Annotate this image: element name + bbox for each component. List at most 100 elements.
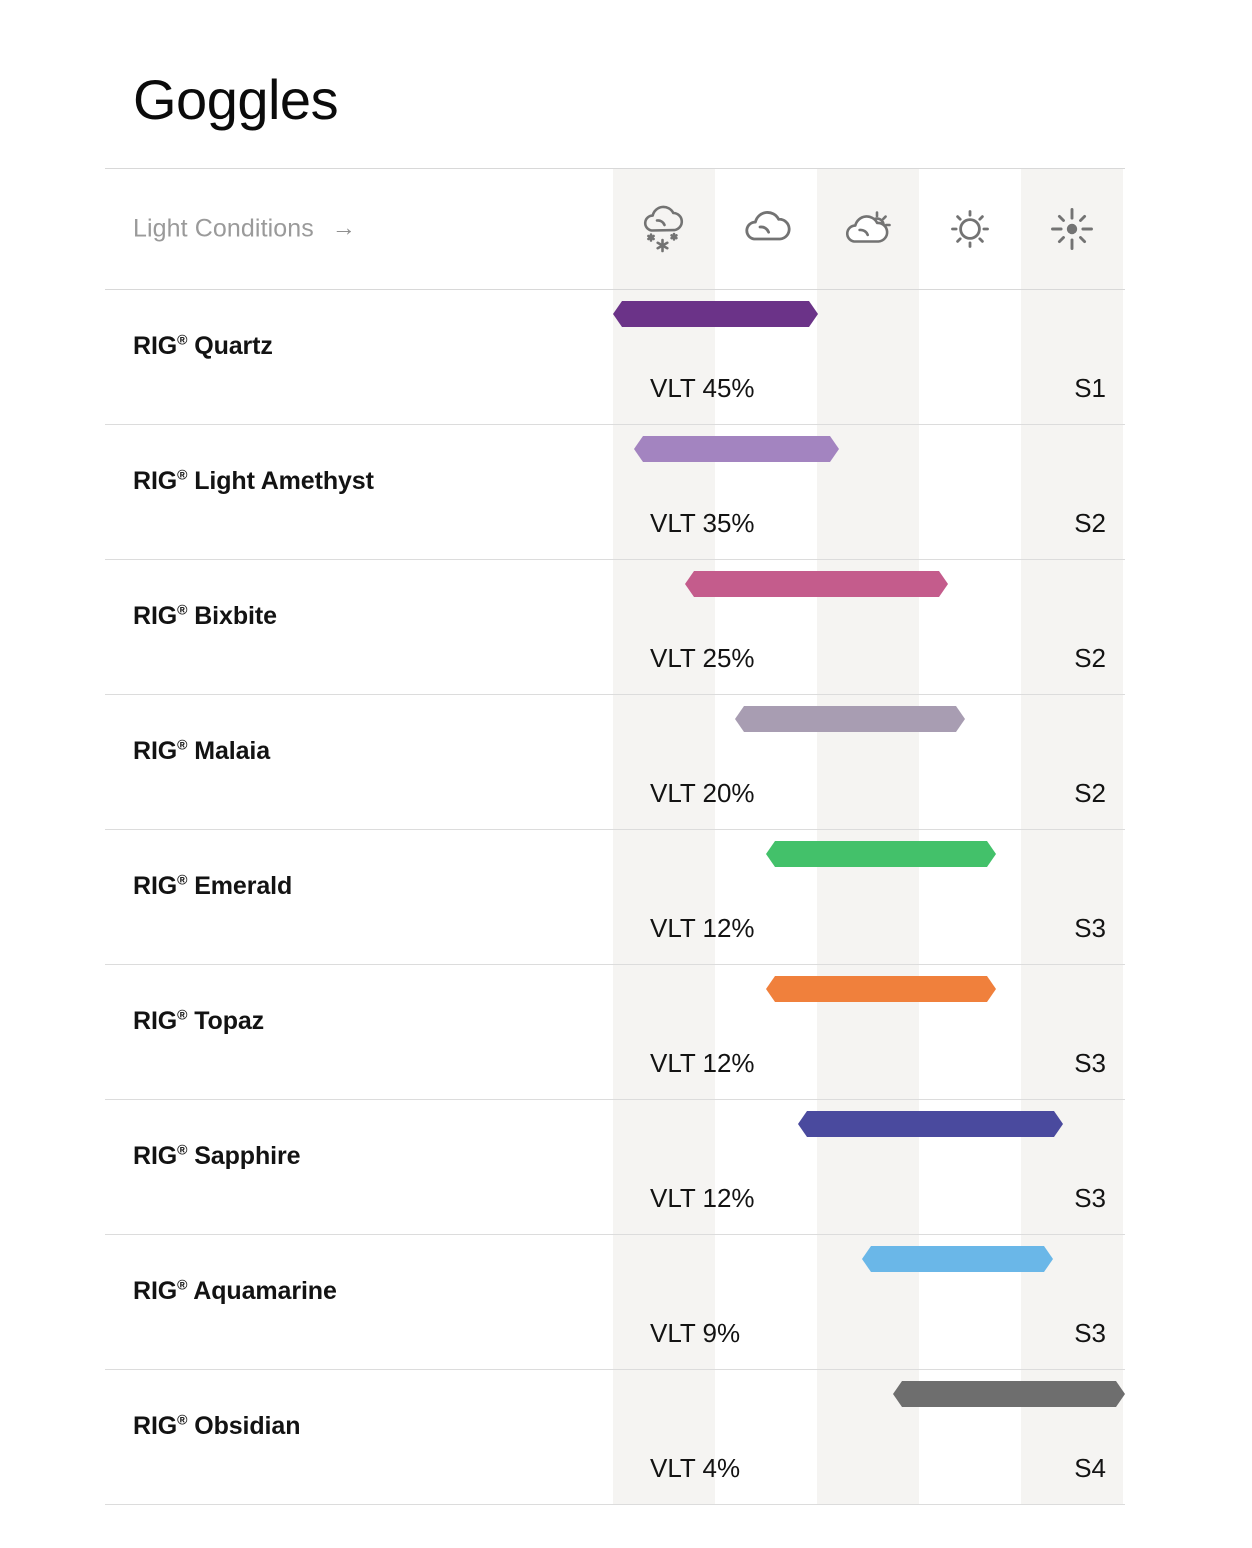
table-row: RIG® Topaz VLT 12% S3 [105, 965, 1125, 1100]
lens-model-text: Bixbite [187, 602, 277, 630]
range-bar [893, 1381, 1125, 1407]
range-bar-track [613, 560, 1125, 694]
lens-model-text: Aquamarine [187, 1277, 337, 1305]
registered-mark: ® [177, 1276, 188, 1293]
registered-mark: ® [177, 601, 188, 618]
table-row: RIG® Aquamarine VLT 9% S3 [105, 1235, 1125, 1370]
brand-text: RIG [133, 1007, 178, 1035]
lens-model-text: Malaia [187, 737, 271, 765]
category-rating: S1 [1074, 373, 1106, 403]
condition-column-snow[interactable] [613, 169, 715, 289]
brand-text: RIG [133, 1277, 178, 1305]
lens-model-text: Obsidian [187, 1412, 301, 1440]
lens-comparison-table: Light Conditions → [105, 168, 1125, 1505]
vlt-value: VLT 4% [650, 1453, 741, 1483]
brand-text: RIG [133, 1142, 178, 1170]
lens-name: RIG® Topaz [133, 1007, 264, 1036]
range-bar [613, 301, 818, 327]
range-bar-track [613, 1235, 1125, 1369]
registered-mark: ® [177, 331, 188, 348]
category-rating: S2 [1074, 643, 1106, 673]
table-row: RIG® Bixbite VLT 25% S2 [105, 560, 1125, 695]
range-bar-track [613, 425, 1125, 559]
range-bar [798, 1111, 1063, 1137]
table-row: RIG® Emerald VLT 12% S3 [105, 830, 1125, 965]
table-row: RIG® Obsidian VLT 4% S4 [105, 1370, 1125, 1505]
lens-name: RIG® Malaia [133, 737, 270, 766]
table-row: RIG® Malaia VLT 20% S2 [105, 695, 1125, 830]
range-bar [766, 976, 996, 1002]
sun-icon [941, 200, 999, 258]
lens-model-text: Emerald [187, 872, 293, 900]
range-bar-track [613, 965, 1125, 1099]
range-bar-track [613, 290, 1125, 424]
light-conditions-label: Light Conditions [133, 214, 314, 243]
range-bar-track [613, 1100, 1125, 1234]
brand-text: RIG [133, 1412, 178, 1440]
condition-column-partly-cloudy[interactable] [817, 169, 919, 289]
lens-name: RIG® Aquamarine [133, 1277, 337, 1306]
lens-model-text: Sapphire [187, 1142, 301, 1170]
table-row: RIG® Sapphire VLT 12% S3 [105, 1100, 1125, 1235]
vlt-value: VLT 12% [650, 913, 755, 943]
range-bar [685, 571, 948, 597]
lens-name: RIG® Emerald [133, 872, 292, 901]
bright-sun-icon [1043, 200, 1101, 258]
range-bar-track [613, 1370, 1125, 1504]
registered-mark: ® [177, 871, 188, 888]
category-rating: S3 [1074, 1183, 1106, 1213]
category-rating: S3 [1074, 1318, 1106, 1348]
condition-column-cloudy[interactable] [715, 169, 817, 289]
table-row: RIG® Light Amethyst VLT 35% S2 [105, 425, 1125, 560]
range-bar [862, 1246, 1053, 1272]
lens-name: RIG® Bixbite [133, 602, 277, 631]
vlt-value: VLT 45% [650, 373, 755, 403]
condition-column-sunny[interactable] [919, 169, 1021, 289]
range-bar [634, 436, 839, 462]
vlt-value: VLT 9% [650, 1318, 741, 1348]
category-rating: S2 [1074, 508, 1106, 538]
lens-name: RIG® Obsidian [133, 1412, 300, 1441]
table-header-row: Light Conditions → [105, 168, 1125, 290]
table-row: RIG® Quartz VLT 45% S1 [105, 290, 1125, 425]
table-body: RIG® Quartz VLT 45% S1 RIG® Light Amethyst V… [105, 290, 1125, 1505]
category-rating: S4 [1074, 1453, 1106, 1483]
vlt-value: VLT 20% [650, 778, 755, 808]
range-bar [766, 841, 996, 867]
brand-text: RIG [133, 872, 178, 900]
vlt-value: VLT 12% [650, 1048, 755, 1078]
lens-name: RIG® Light Amethyst [133, 467, 374, 496]
light-conditions-header: Light Conditions → [133, 215, 356, 244]
lens-name: RIG® Quartz [133, 332, 273, 361]
registered-mark: ® [177, 1411, 188, 1428]
brand-text: RIG [133, 602, 178, 630]
vlt-value: VLT 12% [650, 1183, 755, 1213]
lens-name: RIG® Sapphire [133, 1141, 301, 1171]
page-title: Goggles [133, 68, 339, 131]
lens-model-text: Light Amethyst [187, 467, 374, 495]
category-rating: S2 [1074, 778, 1106, 808]
condition-icons [613, 169, 1125, 289]
cloud-icon [737, 200, 795, 258]
condition-column-bright-sun[interactable] [1021, 169, 1123, 289]
category-rating: S3 [1074, 913, 1106, 943]
partly-cloudy-icon [839, 200, 897, 258]
lens-model-text: Topaz [187, 1007, 265, 1035]
brand-text: RIG [133, 467, 178, 495]
lens-model-text: Quartz [187, 332, 273, 360]
range-bar [735, 706, 965, 732]
category-rating: S3 [1074, 1048, 1106, 1078]
registered-mark: ® [177, 466, 188, 483]
range-bar-track [613, 830, 1125, 964]
registered-mark: ® [177, 1006, 188, 1023]
snow-cloud-icon [635, 200, 693, 258]
vlt-value: VLT 35% [650, 508, 755, 538]
registered-mark: ® [177, 1141, 188, 1158]
vlt-value: VLT 25% [650, 643, 755, 673]
range-bar-track [613, 695, 1125, 829]
brand-text: RIG [133, 737, 178, 765]
registered-mark: ® [177, 736, 188, 753]
brand-text: RIG [133, 332, 178, 360]
arrow-right-icon: → [331, 214, 356, 241]
